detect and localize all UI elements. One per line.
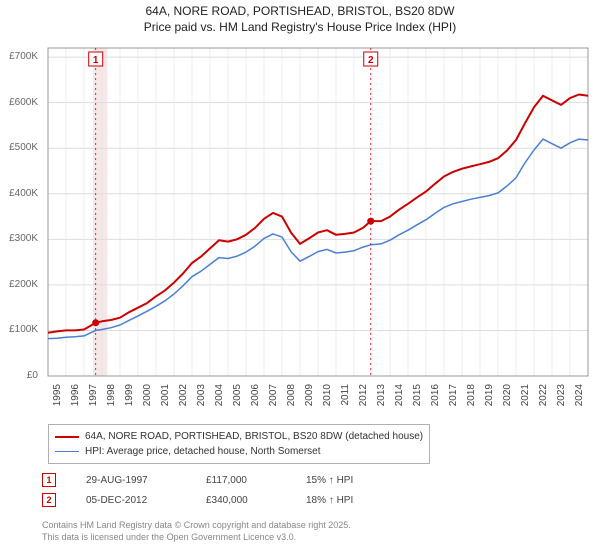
y-tick-label: £300K: [0, 233, 38, 244]
svg-text:2: 2: [368, 55, 374, 66]
chart-legend: 64A, NORE ROAD, PORTISHEAD, BRISTOL, BS2…: [48, 424, 430, 464]
chart-title: 64A, NORE ROAD, PORTISHEAD, BRISTOL, BS2…: [0, 0, 600, 35]
x-tick-label: 2004: [214, 384, 225, 414]
x-tick-label: 1996: [70, 384, 81, 414]
x-tick-label: 2013: [376, 384, 387, 414]
y-tick-label: £700K: [0, 51, 38, 62]
y-tick-label: £0: [0, 370, 38, 381]
x-tick-label: 2001: [160, 384, 171, 414]
transaction-date: 29-AUG-1997: [86, 475, 176, 486]
marker-badge: 2: [42, 493, 56, 507]
transaction-price: £340,000: [206, 495, 276, 506]
transaction-row: 2 05-DEC-2012 £340,000 18% ↑ HPI: [42, 490, 353, 510]
legend-item: HPI: Average price, detached house, Nort…: [55, 444, 423, 459]
x-tick-label: 2000: [142, 384, 153, 414]
footer-attribution: Contains HM Land Registry data © Crown c…: [42, 520, 351, 543]
transactions-table: 1 29-AUG-1997 £117,000 15% ↑ HPI 2 05-DE…: [42, 470, 353, 510]
transaction-row: 1 29-AUG-1997 £117,000 15% ↑ HPI: [42, 470, 353, 490]
svg-text:1: 1: [93, 55, 99, 66]
y-tick-label: £100K: [0, 324, 38, 335]
x-tick-label: 1998: [106, 384, 117, 414]
x-tick-label: 2005: [232, 384, 243, 414]
legend-label: 64A, NORE ROAD, PORTISHEAD, BRISTOL, BS2…: [85, 429, 423, 444]
x-tick-label: 2020: [502, 384, 513, 414]
x-tick-label: 2007: [268, 384, 279, 414]
x-tick-label: 2021: [520, 384, 531, 414]
x-tick-label: 2003: [196, 384, 207, 414]
transaction-vs-hpi: 15% ↑ HPI: [306, 475, 353, 486]
x-tick-label: 2016: [430, 384, 441, 414]
x-tick-label: 2002: [178, 384, 189, 414]
y-tick-label: £600K: [0, 97, 38, 108]
x-tick-label: 2017: [448, 384, 459, 414]
x-tick-label: 2018: [466, 384, 477, 414]
title-line1: 64A, NORE ROAD, PORTISHEAD, BRISTOL, BS2…: [0, 4, 600, 20]
title-line2: Price paid vs. HM Land Registry's House …: [0, 20, 600, 36]
x-tick-label: 2010: [322, 384, 333, 414]
x-tick-label: 2006: [250, 384, 261, 414]
legend-swatch: [55, 436, 79, 438]
x-tick-label: 2008: [286, 384, 297, 414]
transaction-date: 05-DEC-2012: [86, 495, 176, 506]
x-tick-label: 2015: [412, 384, 423, 414]
x-tick-label: 2014: [394, 384, 405, 414]
x-tick-label: 2012: [358, 384, 369, 414]
x-tick-label: 2022: [538, 384, 549, 414]
chart-container: 64A, NORE ROAD, PORTISHEAD, BRISTOL, BS2…: [0, 0, 600, 560]
y-tick-label: £200K: [0, 279, 38, 290]
transaction-vs-hpi: 18% ↑ HPI: [306, 495, 353, 506]
chart-plot-area: 12: [42, 42, 594, 382]
footer-line2: This data is licensed under the Open Gov…: [42, 532, 351, 544]
transaction-price: £117,000: [206, 475, 276, 486]
x-tick-label: 1997: [88, 384, 99, 414]
legend-swatch: [55, 451, 79, 452]
x-tick-label: 2009: [304, 384, 315, 414]
x-tick-label: 2023: [556, 384, 567, 414]
x-tick-label: 1999: [124, 384, 135, 414]
footer-line1: Contains HM Land Registry data © Crown c…: [42, 520, 351, 532]
x-tick-label: 2011: [340, 384, 351, 414]
chart-svg: 12: [42, 42, 594, 382]
legend-item: 64A, NORE ROAD, PORTISHEAD, BRISTOL, BS2…: [55, 429, 423, 444]
legend-label: HPI: Average price, detached house, Nort…: [85, 444, 321, 459]
y-tick-label: £500K: [0, 142, 38, 153]
x-tick-label: 2019: [484, 384, 495, 414]
marker-badge: 1: [42, 473, 56, 487]
y-tick-label: £400K: [0, 188, 38, 199]
x-tick-label: 2024: [574, 384, 585, 414]
x-tick-label: 1995: [52, 384, 63, 414]
